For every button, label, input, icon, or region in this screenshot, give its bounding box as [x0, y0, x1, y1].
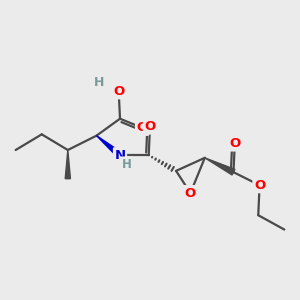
Text: O: O [113, 85, 124, 98]
Text: O: O [254, 179, 265, 192]
Text: N: N [114, 149, 126, 162]
Polygon shape [97, 136, 122, 158]
Text: O: O [229, 137, 240, 150]
Text: O: O [185, 187, 196, 200]
Polygon shape [65, 150, 70, 179]
Text: H: H [122, 158, 131, 171]
Text: H: H [94, 76, 104, 89]
Polygon shape [205, 158, 235, 175]
Text: O: O [144, 120, 156, 133]
Text: O: O [136, 121, 148, 134]
